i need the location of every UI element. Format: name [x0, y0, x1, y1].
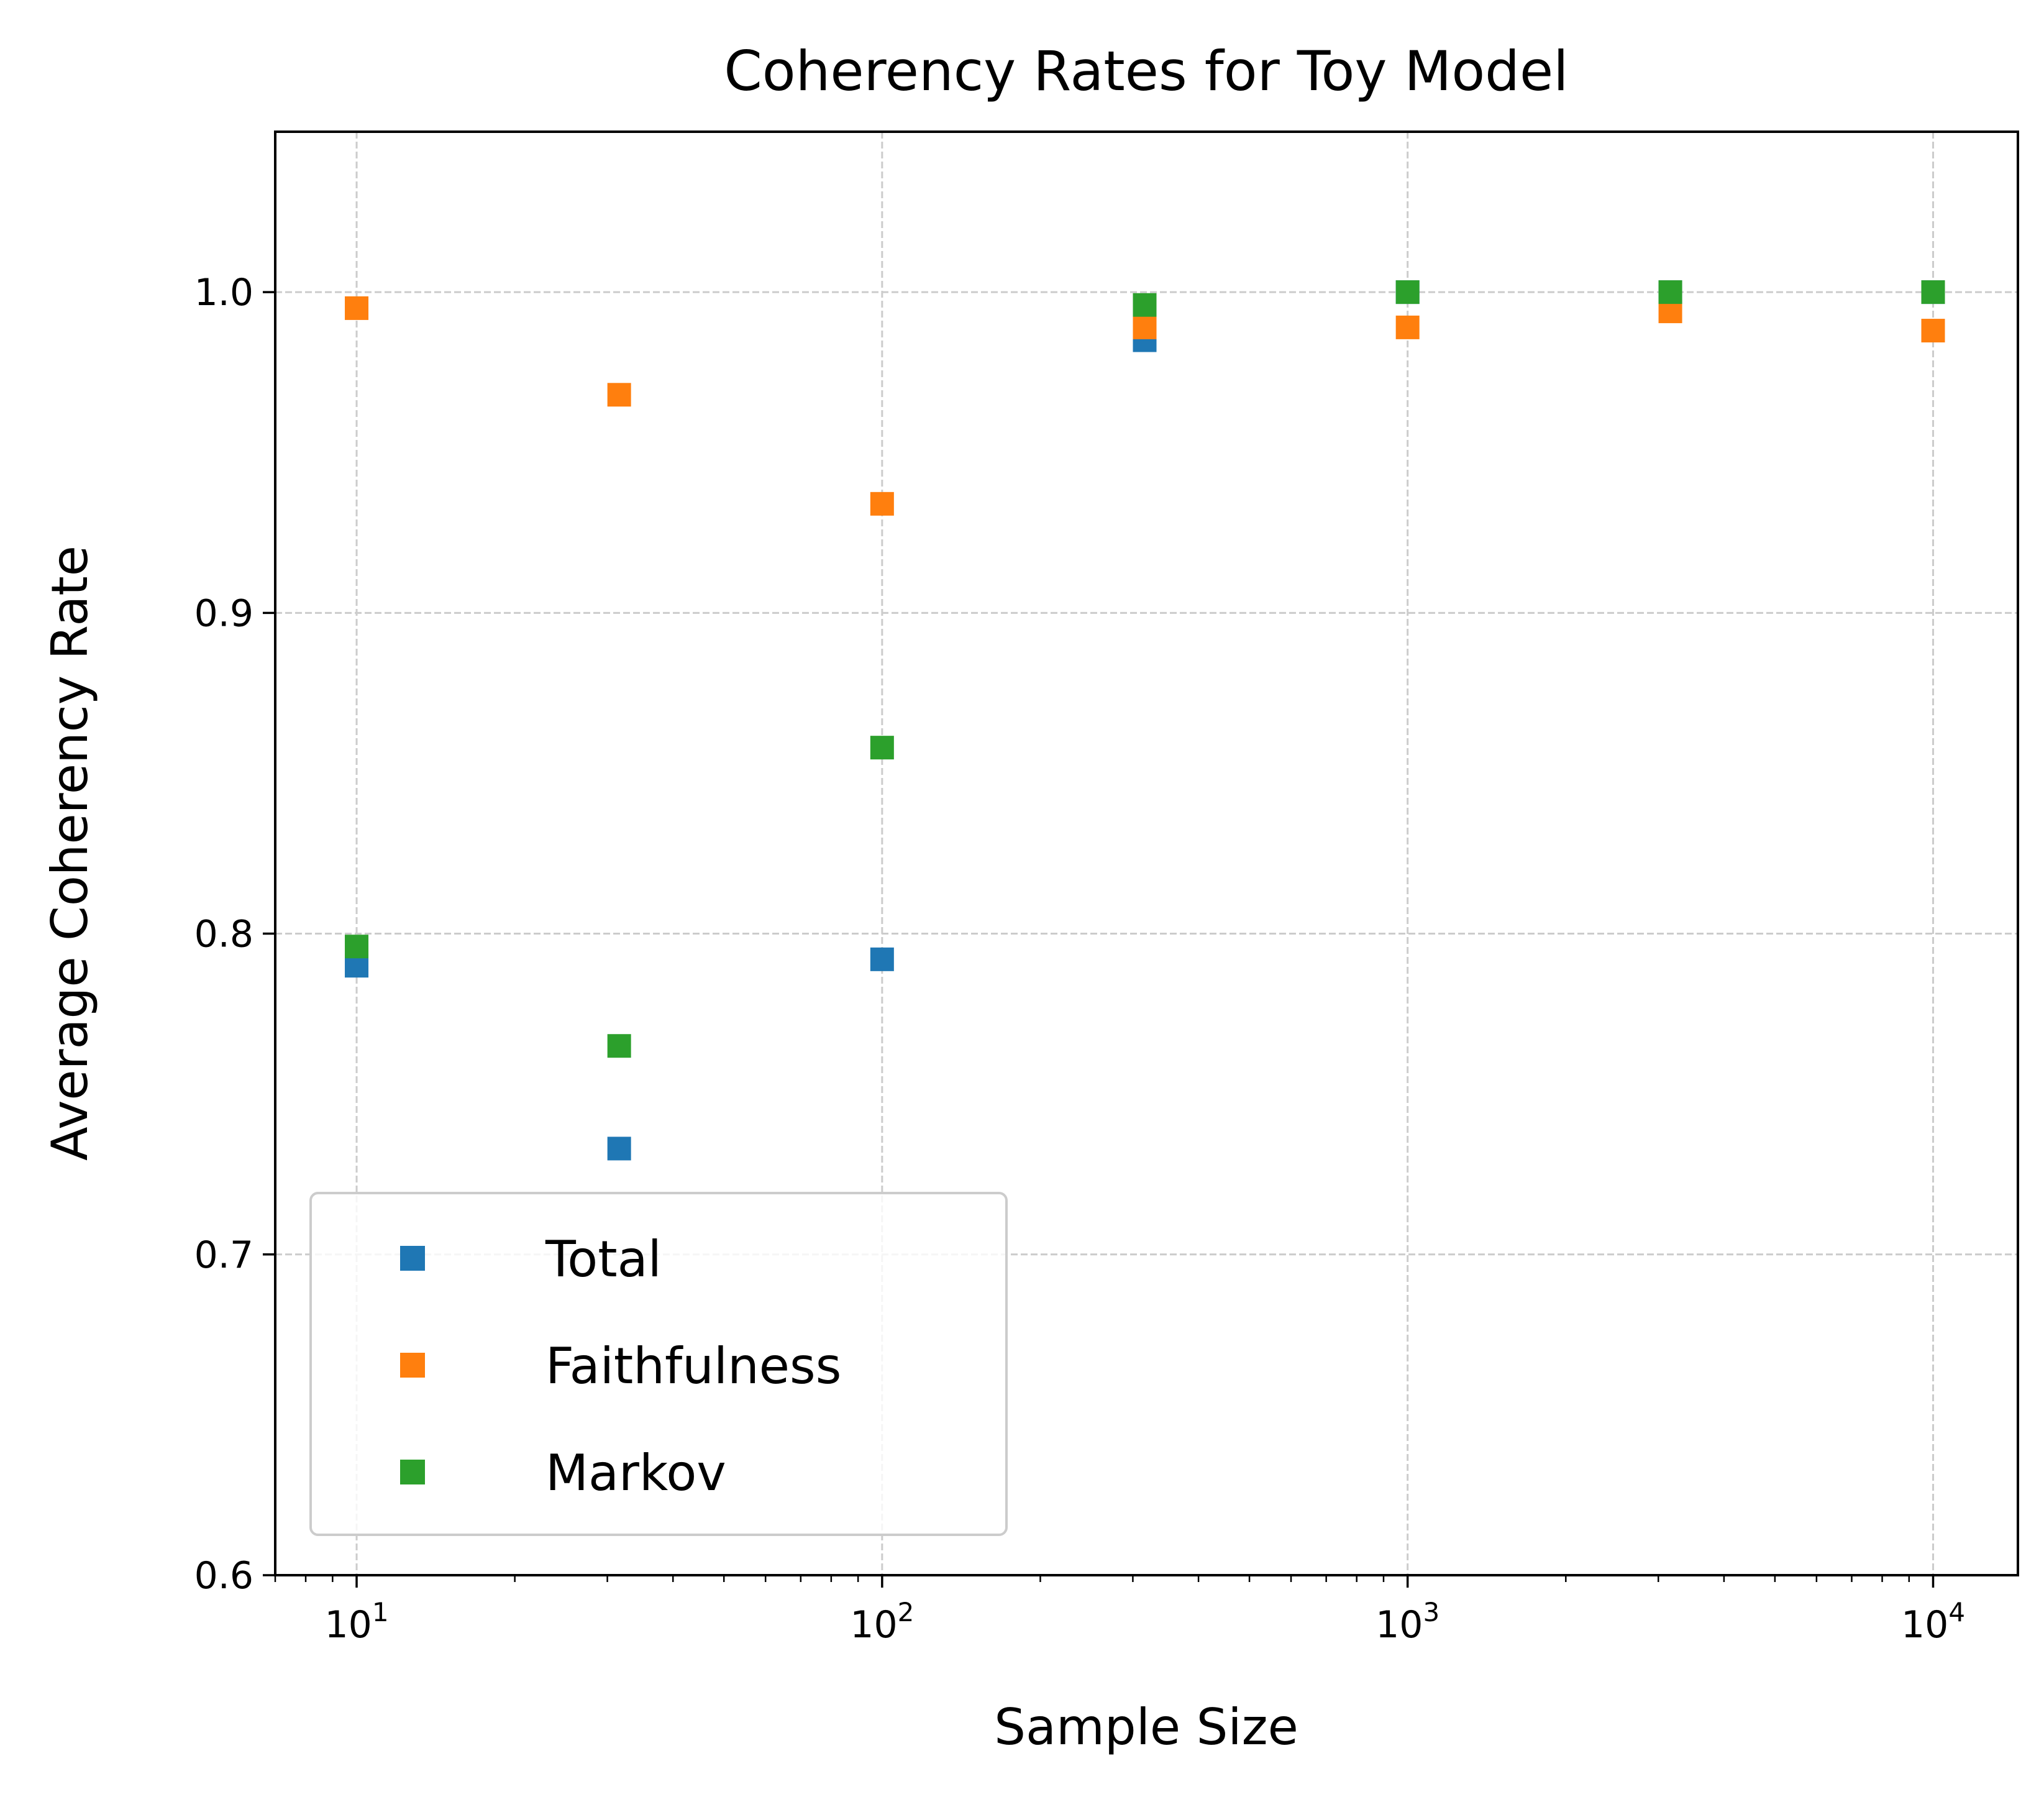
legend-box [309, 1192, 1008, 1536]
data-point [1395, 280, 1420, 304]
x-tick-label: 102 [850, 1597, 914, 1647]
data-point [607, 1137, 631, 1161]
x-tick-label: 103 [1376, 1597, 1439, 1647]
data-point [345, 935, 369, 959]
data-point [870, 736, 894, 760]
axes: 101 102 103 104 0.6 0.7 0.8 0.9 1.0 [194, 271, 1965, 1647]
data-point [345, 296, 369, 320]
x-tick-label: 104 [1901, 1597, 1965, 1647]
data-point [1133, 293, 1157, 317]
series-markov [345, 280, 1945, 1058]
data-point [870, 492, 894, 516]
data-point [607, 1034, 631, 1058]
legend-marker [400, 1353, 425, 1378]
legend-label: Markov [545, 1444, 726, 1502]
data-point [1921, 319, 1945, 343]
data-point [1658, 280, 1682, 304]
y-tick-label: 1.0 [194, 271, 253, 314]
data-point [1133, 315, 1157, 339]
legend: Total Faithfulness Markov [309, 1192, 1008, 1536]
y-tick-label: 0.7 [194, 1233, 253, 1277]
data-point [1921, 280, 1945, 304]
series-total [345, 280, 1945, 1161]
x-tick-label: 101 [324, 1597, 388, 1647]
data-point [870, 947, 894, 971]
y-axis-label: Average Coherency Rate [41, 546, 99, 1161]
y-tick-label: 0.9 [194, 592, 253, 635]
plot-frame [274, 130, 2019, 1576]
data-point [1395, 315, 1420, 339]
y-tick-label: 0.8 [194, 913, 253, 956]
legend-marker [400, 1246, 425, 1271]
chart-title: Coherency Rates for Toy Model [724, 39, 1568, 103]
data-point [607, 383, 631, 407]
y-tick-label: 0.6 [194, 1554, 253, 1598]
data-points [345, 280, 1945, 1161]
legend-marker [400, 1460, 425, 1484]
legend-label: Faithfulness [545, 1337, 841, 1395]
x-axis-label: Sample Size [994, 1698, 1298, 1756]
series-faithfulness [345, 296, 1945, 516]
legend-label: Total [545, 1230, 662, 1288]
